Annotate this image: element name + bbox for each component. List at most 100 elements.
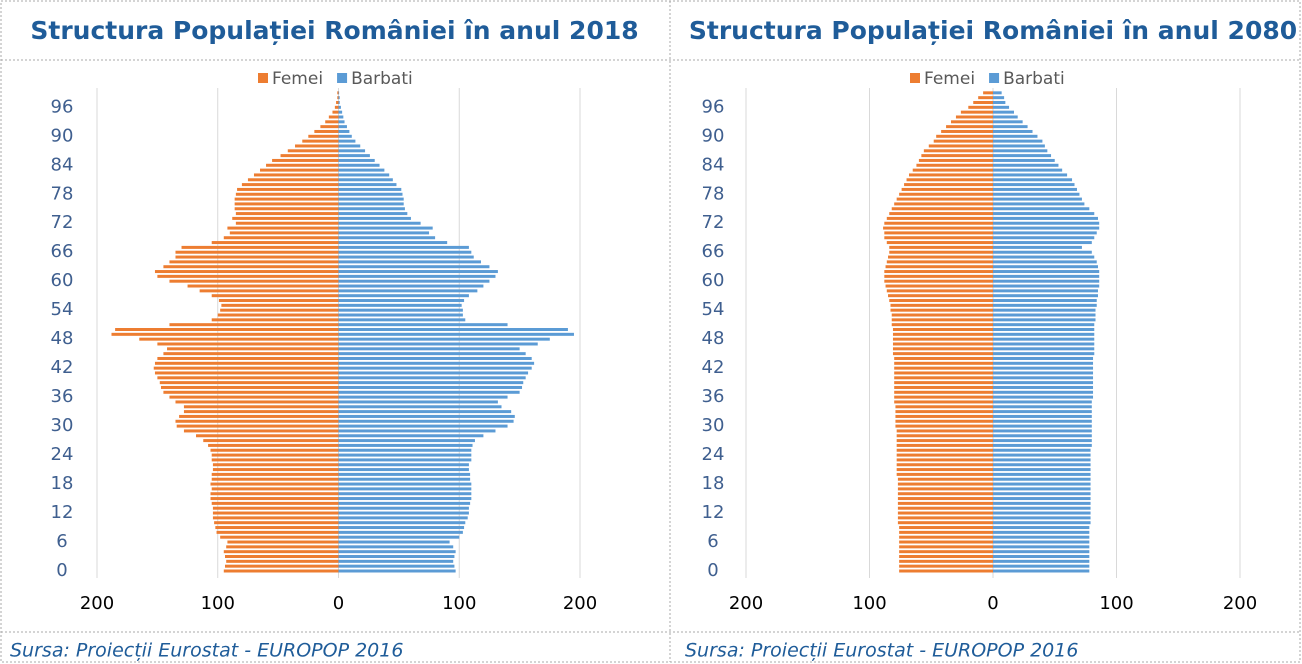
bar xyxy=(183,410,339,414)
bar xyxy=(993,96,1005,100)
bar xyxy=(897,516,993,520)
bar xyxy=(993,332,1095,336)
y-tick-label: 6 xyxy=(707,531,718,552)
y-tick-label: 60 xyxy=(702,270,725,291)
bar xyxy=(895,410,993,414)
bar xyxy=(157,376,339,380)
bar xyxy=(993,149,1048,153)
bar xyxy=(993,530,1090,534)
bar xyxy=(993,183,1075,187)
bar xyxy=(176,424,339,428)
bar xyxy=(210,448,339,452)
bar xyxy=(338,178,393,182)
bar xyxy=(993,337,1095,341)
y-tick-label: 60 xyxy=(51,270,74,291)
bar xyxy=(899,535,993,539)
bar xyxy=(889,250,993,254)
bar xyxy=(212,463,339,467)
bar xyxy=(338,149,366,153)
bar xyxy=(338,144,361,148)
bar xyxy=(897,511,993,515)
bar xyxy=(928,144,993,148)
bar xyxy=(338,429,496,433)
bar xyxy=(993,270,1100,274)
bar xyxy=(338,545,454,549)
bar xyxy=(338,443,473,447)
bar xyxy=(338,511,469,515)
bar xyxy=(338,497,472,501)
bar xyxy=(183,405,339,409)
bar xyxy=(338,521,466,525)
y-tick-label: 42 xyxy=(702,357,725,378)
y-tick-label: 36 xyxy=(51,386,74,407)
bar xyxy=(338,453,472,457)
bar xyxy=(211,294,339,298)
bar xyxy=(897,501,993,505)
bar xyxy=(993,429,1092,433)
bar xyxy=(955,115,993,119)
bar xyxy=(338,414,515,418)
bar xyxy=(338,110,343,114)
bar xyxy=(993,564,1090,568)
bar xyxy=(993,424,1092,428)
bar xyxy=(187,284,339,288)
x-tick-label: 200 xyxy=(729,593,763,614)
bar xyxy=(338,270,498,274)
bar xyxy=(899,540,993,544)
bar xyxy=(993,308,1096,312)
bar xyxy=(314,129,339,133)
bar xyxy=(884,221,993,225)
bar xyxy=(993,100,1006,104)
bar xyxy=(993,405,1092,409)
bar xyxy=(220,535,339,539)
bar xyxy=(338,100,340,104)
bar xyxy=(993,255,1095,259)
bar xyxy=(338,134,352,138)
bar xyxy=(983,91,993,95)
x-tick-label: 100 xyxy=(442,593,476,614)
bar xyxy=(163,265,339,269)
bar xyxy=(338,163,380,167)
bar xyxy=(993,313,1096,317)
bar xyxy=(224,555,339,559)
bar xyxy=(993,241,1092,245)
bar xyxy=(337,91,339,95)
y-tick-label: 66 xyxy=(702,241,725,262)
bar xyxy=(338,154,370,158)
bar xyxy=(221,303,339,307)
bar xyxy=(199,289,339,293)
bar xyxy=(978,96,993,100)
bar xyxy=(993,410,1092,414)
bar xyxy=(338,448,472,452)
bar xyxy=(227,226,339,230)
y-tick-label: 12 xyxy=(702,502,725,523)
bar xyxy=(338,323,508,327)
bar xyxy=(993,342,1095,346)
bar xyxy=(338,550,456,554)
bar xyxy=(896,429,993,433)
x-tick-label: 200 xyxy=(563,593,597,614)
bar xyxy=(884,274,993,278)
bar xyxy=(901,187,993,191)
bar xyxy=(896,463,993,467)
y-tick-label: 30 xyxy=(702,415,725,436)
bar xyxy=(899,559,993,563)
y-tick-label: 18 xyxy=(702,473,725,494)
bar xyxy=(993,569,1090,573)
bar xyxy=(923,149,993,153)
bar xyxy=(115,328,339,331)
bar xyxy=(338,187,402,191)
bar xyxy=(139,337,339,341)
bar xyxy=(993,173,1068,177)
y-tick-label: 66 xyxy=(51,241,74,262)
legend-swatch xyxy=(989,73,1000,83)
bar xyxy=(993,125,1028,129)
bar xyxy=(338,487,472,491)
bar xyxy=(338,221,421,225)
bar xyxy=(163,352,339,356)
bar xyxy=(223,569,339,573)
bar xyxy=(897,497,993,501)
bar xyxy=(895,424,993,428)
bar xyxy=(993,550,1090,554)
bar xyxy=(232,216,339,220)
